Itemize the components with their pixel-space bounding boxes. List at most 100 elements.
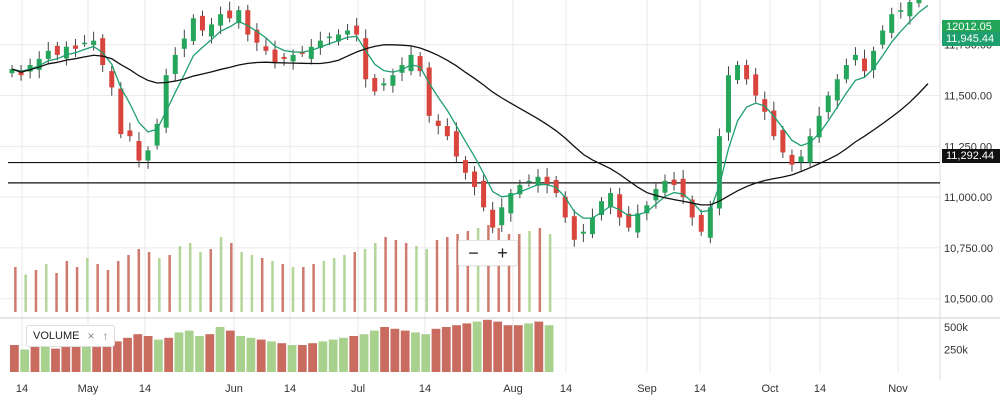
candle-body xyxy=(789,154,795,165)
volume-overlay-bar xyxy=(446,237,449,312)
volume-overlay-bar xyxy=(240,252,243,312)
volume-overlay-bar xyxy=(322,261,326,312)
volume-bar xyxy=(20,349,30,372)
volume-bar xyxy=(40,343,50,372)
volume-legend: VOLUME × ↑ xyxy=(26,325,116,347)
candle-body xyxy=(453,131,459,157)
candle-body xyxy=(209,24,215,37)
candle-body xyxy=(490,209,496,228)
candle-body xyxy=(671,179,677,185)
candle-body xyxy=(589,217,595,235)
volume-bar xyxy=(452,325,461,372)
x-tick-label: Aug xyxy=(503,383,523,395)
candle-body xyxy=(553,180,559,194)
volume-overlay-bar xyxy=(44,264,48,312)
volume-overlay-bar xyxy=(548,234,552,312)
volume-overlay-bar xyxy=(425,249,428,312)
volume-overlay-bar xyxy=(65,261,69,312)
volume-bar xyxy=(400,330,410,372)
candle-body xyxy=(608,193,614,208)
ema-price-tag: 11,945.44 xyxy=(942,32,1000,46)
volume-overlay-bar xyxy=(271,261,274,312)
candle-body xyxy=(9,69,15,74)
candle-body xyxy=(317,40,323,48)
candle-body xyxy=(417,56,423,72)
volume-overlay-bar xyxy=(168,255,171,312)
x-tick-label: Sep xyxy=(637,383,657,395)
candle-body xyxy=(190,18,196,42)
volume-overlay-bar xyxy=(476,228,480,312)
volume-overlay-bar xyxy=(55,273,58,312)
candle-body xyxy=(63,46,69,59)
candle-body xyxy=(635,213,641,233)
candle-body xyxy=(354,25,360,35)
candle-body xyxy=(807,136,813,163)
candle-body xyxy=(390,75,396,86)
x-tick-label: Jun xyxy=(225,383,243,395)
candle-body xyxy=(272,49,278,63)
candle-body xyxy=(889,14,895,33)
candle-body xyxy=(227,10,233,19)
candle-body xyxy=(218,14,224,26)
candle-body xyxy=(898,10,904,12)
candle-body xyxy=(290,54,296,62)
y-tick-label: 11,500.00 xyxy=(944,91,992,103)
volume-legend-label: VOLUME xyxy=(33,330,80,342)
x-tick-label: Oct xyxy=(761,383,778,395)
volume-bar xyxy=(184,330,194,372)
volume-bar xyxy=(411,332,420,372)
sma-price-tag: 11,292.44 xyxy=(942,149,1000,163)
zoom-out-button[interactable]: − xyxy=(468,243,479,263)
volume-overlay-bar xyxy=(291,267,295,312)
candle-body xyxy=(580,231,586,234)
volume-bar xyxy=(339,337,348,372)
volume-bar xyxy=(462,323,472,372)
candle-body xyxy=(27,65,33,72)
volume-overlay-bar xyxy=(147,252,151,312)
volume-overlay-bar xyxy=(188,243,192,312)
volume-bar xyxy=(349,336,359,372)
volume-overlay-bar xyxy=(497,228,500,312)
volume-overlay-bar xyxy=(487,225,490,312)
volume-overlay-bar xyxy=(86,258,89,312)
volume-bar xyxy=(61,341,71,372)
volume-overlay-bar xyxy=(456,234,459,312)
candle-body xyxy=(36,58,42,70)
candle-body xyxy=(735,65,741,81)
volume-overlay-bar xyxy=(343,255,346,312)
candle-body xyxy=(562,196,568,218)
candle-body xyxy=(254,29,260,43)
candle-body xyxy=(181,38,187,49)
volume-bar xyxy=(287,345,297,372)
candle-body xyxy=(263,46,269,51)
volume-bar xyxy=(205,334,215,372)
volume-bar xyxy=(256,339,266,372)
candle-body xyxy=(299,52,305,54)
volume-overlay-bar xyxy=(374,243,377,312)
candle-body xyxy=(372,78,378,92)
volume-overlay-bar xyxy=(507,234,511,312)
volume-bar xyxy=(112,341,122,372)
volume-bar xyxy=(483,319,492,372)
volume-overlay-bar xyxy=(199,252,202,312)
candle-body xyxy=(109,71,115,88)
zoom-in-button[interactable]: + xyxy=(497,243,508,263)
candle-body xyxy=(644,205,650,214)
volume-bar xyxy=(267,341,276,372)
candle-body xyxy=(517,184,523,195)
arrow-up-icon[interactable]: ↑ xyxy=(102,329,109,343)
volume-bar xyxy=(51,348,60,372)
volume-bar xyxy=(431,328,441,372)
volume-overlay-bar xyxy=(435,240,439,312)
volume-bar xyxy=(92,343,102,372)
candle-body xyxy=(363,38,369,80)
volume-bar xyxy=(369,330,379,372)
close-icon[interactable]: × xyxy=(87,329,95,343)
candle-body xyxy=(45,50,51,59)
y-tick-label: 10,500.00 xyxy=(944,294,993,306)
volume-overlay-bar xyxy=(116,261,120,312)
volume-overlay-bar xyxy=(281,264,284,312)
volume-overlay-bar xyxy=(137,249,141,312)
volume-overlay-bar xyxy=(260,258,264,312)
